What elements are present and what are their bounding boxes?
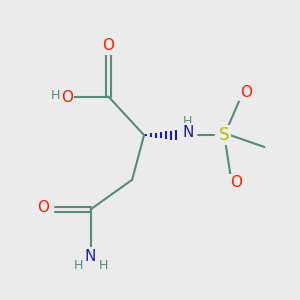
Text: O: O xyxy=(61,91,73,106)
Text: H: H xyxy=(182,115,192,128)
Text: O: O xyxy=(102,38,114,53)
Text: N: N xyxy=(183,125,194,140)
Text: H: H xyxy=(74,260,83,272)
Text: O: O xyxy=(241,85,253,100)
Text: S: S xyxy=(219,126,230,144)
Text: H: H xyxy=(51,88,60,101)
Text: O: O xyxy=(38,200,50,215)
Text: N: N xyxy=(85,249,96,264)
Text: H: H xyxy=(98,260,108,272)
Text: O: O xyxy=(230,175,242,190)
